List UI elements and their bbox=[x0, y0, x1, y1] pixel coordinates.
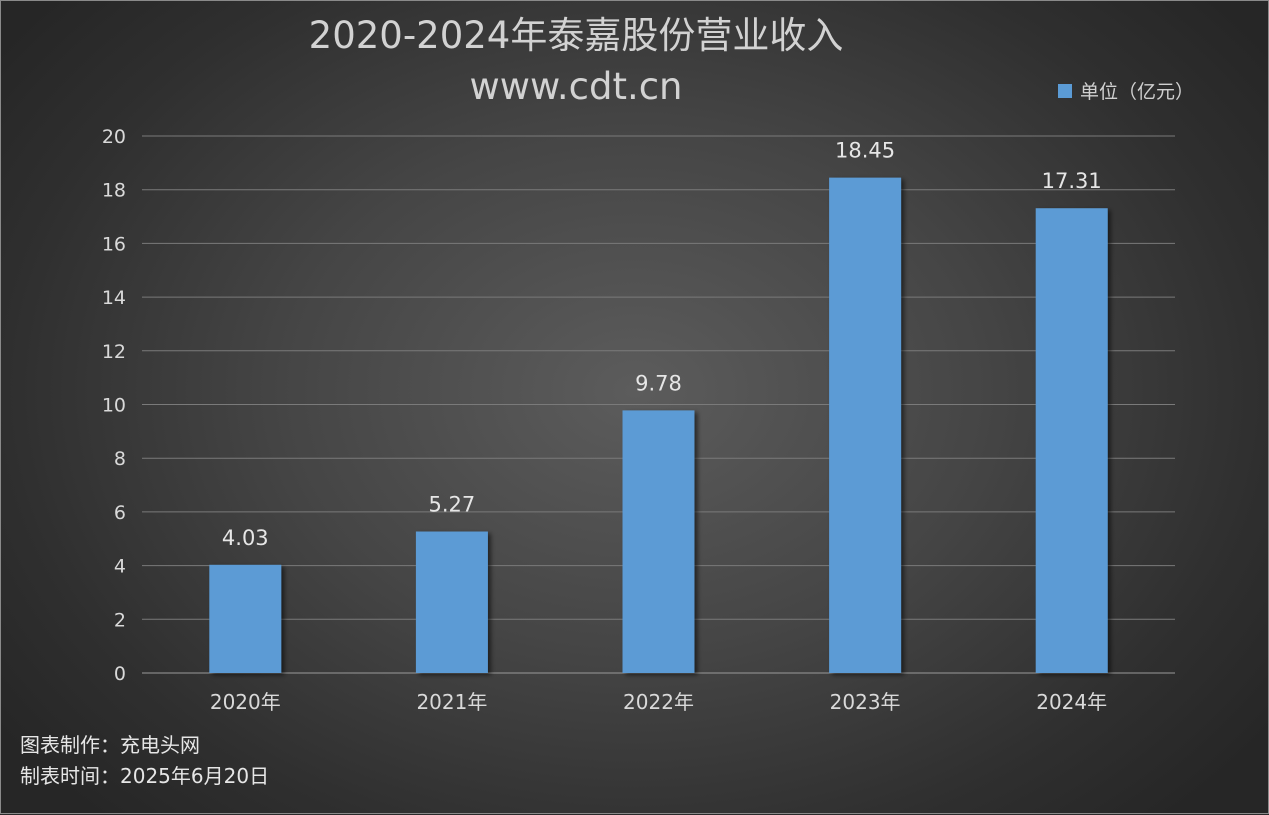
y-tick-label: 12 bbox=[102, 341, 126, 363]
x-tick-label: 2021年 bbox=[416, 690, 487, 714]
y-tick-label: 20 bbox=[102, 126, 126, 148]
legend: 单位（亿元） bbox=[1058, 77, 1194, 104]
x-tick-label: 2023年 bbox=[830, 690, 901, 714]
x-tick-label: 2024年 bbox=[1036, 690, 1107, 714]
y-tick-label: 8 bbox=[114, 448, 126, 470]
data-label: 18.45 bbox=[835, 139, 895, 163]
y-tick-label: 16 bbox=[102, 233, 126, 255]
data-label: 5.27 bbox=[429, 493, 476, 517]
y-tick-label: 4 bbox=[114, 556, 126, 578]
y-tick-label: 2 bbox=[114, 609, 126, 631]
y-tick-label: 6 bbox=[114, 502, 126, 524]
y-tick-label: 0 bbox=[114, 663, 126, 685]
y-tick-label: 10 bbox=[102, 395, 126, 417]
data-label: 17.31 bbox=[1042, 169, 1102, 193]
data-label: 9.78 bbox=[635, 371, 682, 395]
x-tick-label: 2020年 bbox=[210, 690, 281, 714]
legend-swatch bbox=[1058, 83, 1072, 98]
bar bbox=[829, 177, 902, 673]
bar bbox=[622, 410, 695, 673]
chart-title: 2020-2024年泰嘉股份营业收入 bbox=[308, 14, 844, 57]
chart-subtitle: www.cdt.cn bbox=[469, 65, 683, 108]
bar bbox=[1035, 208, 1108, 673]
legend-label: 单位（亿元） bbox=[1080, 81, 1195, 103]
footer-credit: 图表制作：充电头网 bbox=[20, 733, 200, 757]
y-tick-label: 14 bbox=[102, 287, 126, 309]
bar bbox=[209, 564, 282, 673]
x-tick-label: 2022年 bbox=[623, 690, 694, 714]
data-label: 4.03 bbox=[222, 526, 269, 550]
bar bbox=[415, 531, 488, 673]
y-tick-label: 18 bbox=[102, 180, 126, 202]
footer-date: 制表时间：2025年6月20日 bbox=[20, 764, 270, 788]
